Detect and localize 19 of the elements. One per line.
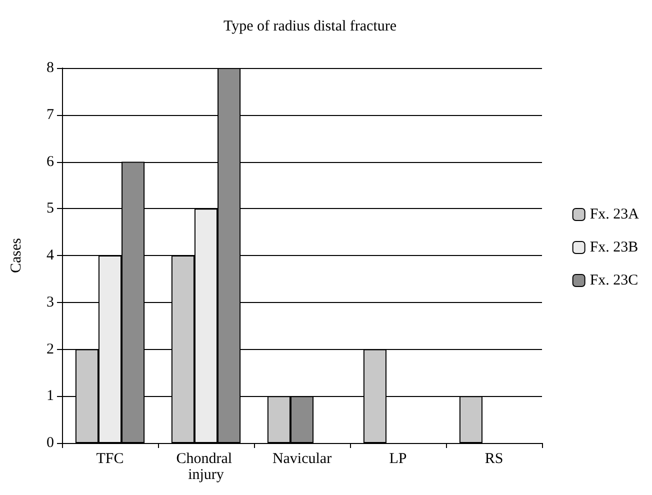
y-tick-label: 0 [46, 435, 54, 451]
y-tick-label: 8 [46, 60, 54, 76]
y-tick-label: 7 [46, 106, 54, 123]
legend-label: Fx. 23C [590, 272, 638, 288]
y-tick-label: 4 [46, 248, 54, 264]
chart-title: Type of radius distal fracture [223, 18, 397, 34]
x-tick-label: Navicular [272, 451, 332, 467]
y-tick-label: 1 [46, 388, 54, 404]
y-tick-label: 3 [46, 294, 54, 310]
y-tick-label: 5 [46, 200, 54, 217]
x-tick-label: RS [484, 451, 504, 467]
y-axis-title: Cases [8, 238, 24, 273]
legend-label: Fx. 23B [590, 240, 638, 256]
y-tick-label: 2 [46, 341, 54, 358]
x-tick-label: LP [389, 451, 407, 467]
x-tick-label: TFC [96, 451, 124, 467]
y-tick-label: 6 [46, 154, 54, 170]
legend-label: Fx. 23A [590, 206, 640, 222]
x-tick-label: Chondral injury [176, 451, 236, 483]
